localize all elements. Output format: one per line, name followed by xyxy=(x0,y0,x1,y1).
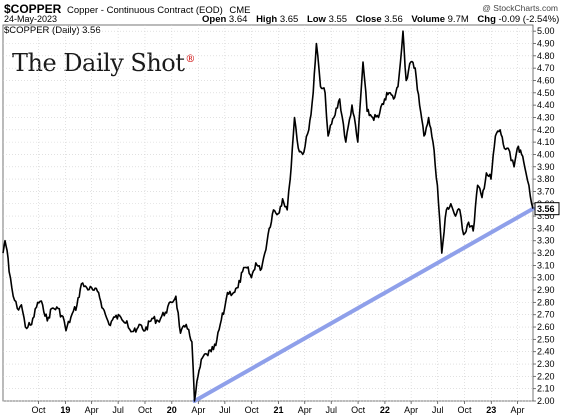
y-tick-label: 2.60 xyxy=(537,322,555,332)
y-tick-label: 2.90 xyxy=(537,285,555,295)
y-tick-label: 3.20 xyxy=(537,248,555,258)
x-tick-label: Jul xyxy=(112,405,124,415)
exchange: CME xyxy=(229,5,251,16)
trendline xyxy=(192,206,535,403)
registered-mark: ® xyxy=(185,54,195,65)
chart-header: $COPPER Copper - Continuous Contract (EO… xyxy=(4,2,251,16)
y-tick-label: 3.80 xyxy=(537,174,555,184)
y-tick-label: 5.00 xyxy=(537,26,555,36)
y-tick-label: 3.10 xyxy=(537,260,555,270)
x-tick-label: Oct xyxy=(32,405,47,415)
x-tick-label: 19 xyxy=(60,405,70,415)
open-value: 3.64 xyxy=(228,14,248,25)
y-axis: 2.00 2.10 2.20 2.30 2.40 2.50 2.60 2.70 2.80 2.90… xyxy=(533,26,555,406)
low-label: Low xyxy=(306,14,326,25)
y-tick-label: 4.60 xyxy=(537,75,555,85)
chart-date: 24-May-2023 xyxy=(4,14,58,24)
y-tick-label: 4.20 xyxy=(537,125,555,135)
y-tick-label: 4.10 xyxy=(537,137,555,147)
y-tick-label: 2.20 xyxy=(537,371,555,381)
stockcharts-watermark: @ StockCharts.com xyxy=(482,3,558,13)
x-tick-label: 21 xyxy=(273,405,283,415)
daily-shot-logo: The Daily Shot® xyxy=(12,49,195,77)
y-tick-label: 3.50 xyxy=(537,211,555,221)
high-label: High xyxy=(256,14,278,25)
y-tick-label: 4.00 xyxy=(537,149,555,159)
contract-description: Copper - Continuous Contract (EOD) xyxy=(67,5,223,16)
series-label: $COPPER (Daily) 3.56 xyxy=(4,25,101,36)
brand-text: The Daily Shot xyxy=(12,49,185,77)
x-tick-label: Apr xyxy=(511,405,525,415)
y-tick-label: 3.00 xyxy=(537,273,555,283)
y-tick-label: 3.30 xyxy=(537,236,555,246)
y-tick-label: 2.70 xyxy=(537,310,555,320)
x-tick-label: Jul xyxy=(432,405,444,415)
close-label: Close xyxy=(355,14,382,25)
y-tick-label: 2.30 xyxy=(537,359,555,369)
x-tick-label: 22 xyxy=(380,405,390,415)
y-tick-label: 4.40 xyxy=(537,100,555,110)
y-tick-label: 2.40 xyxy=(537,347,555,357)
x-tick-label: Oct xyxy=(457,405,472,415)
price-line xyxy=(2,30,534,402)
y-tick-label: 2.50 xyxy=(537,334,555,344)
last-value-box xyxy=(534,202,560,216)
change-label: Chg xyxy=(477,14,496,25)
change-value: -0.09 (-2.54%) xyxy=(498,14,560,25)
x-tick-label: Oct xyxy=(351,405,366,415)
close-value: 3.56 xyxy=(384,14,403,25)
open-label: Open xyxy=(202,14,227,25)
y-tick-label: 2.10 xyxy=(537,384,555,394)
x-tick-label: Oct xyxy=(138,405,153,415)
y-tick-label: 3.70 xyxy=(537,186,555,196)
x-tick-label: Apr xyxy=(404,405,418,415)
high-value: 3.65 xyxy=(279,14,299,25)
x-tick-label: Jul xyxy=(326,405,338,415)
y-tick-label: 2.80 xyxy=(537,297,555,307)
y-tick-label: 4.80 xyxy=(537,51,555,61)
y-tick-label: 4.30 xyxy=(537,112,555,122)
x-tick-label: Jul xyxy=(219,405,231,415)
y-tick-label: 2.00 xyxy=(537,396,555,406)
x-tick-label: Apr xyxy=(191,405,205,415)
ohlc-readout: Open 3.64 High 3.65 Low 3.55 Close 3.56 … xyxy=(202,14,564,25)
volume-value: 9.7M xyxy=(447,14,469,25)
y-tick-label: 4.90 xyxy=(537,38,555,48)
x-tick-label: Apr xyxy=(298,405,312,415)
x-tick-label: Apr xyxy=(85,405,99,415)
x-tick-label: 23 xyxy=(486,405,496,415)
x-axis: Oct 19 Apr Jul Oct 20 Apr Jul Oct 21 Apr Jul Oct 22 Ap… xyxy=(32,401,525,415)
volume-label: Volume xyxy=(411,14,445,25)
y-tick-label: 3.90 xyxy=(537,162,555,172)
y-tick-label: 3.40 xyxy=(537,223,555,233)
y-tick-label: 4.70 xyxy=(537,63,555,73)
x-tick-label: 20 xyxy=(167,405,177,415)
x-tick-label: Oct xyxy=(245,405,260,415)
low-value: 3.55 xyxy=(328,14,348,25)
last-value-label: 3.56 xyxy=(537,204,555,214)
y-tick-label: 4.50 xyxy=(537,88,555,98)
last-value-marker: 3.56 xyxy=(534,202,560,216)
symbol: $COPPER xyxy=(4,2,62,16)
